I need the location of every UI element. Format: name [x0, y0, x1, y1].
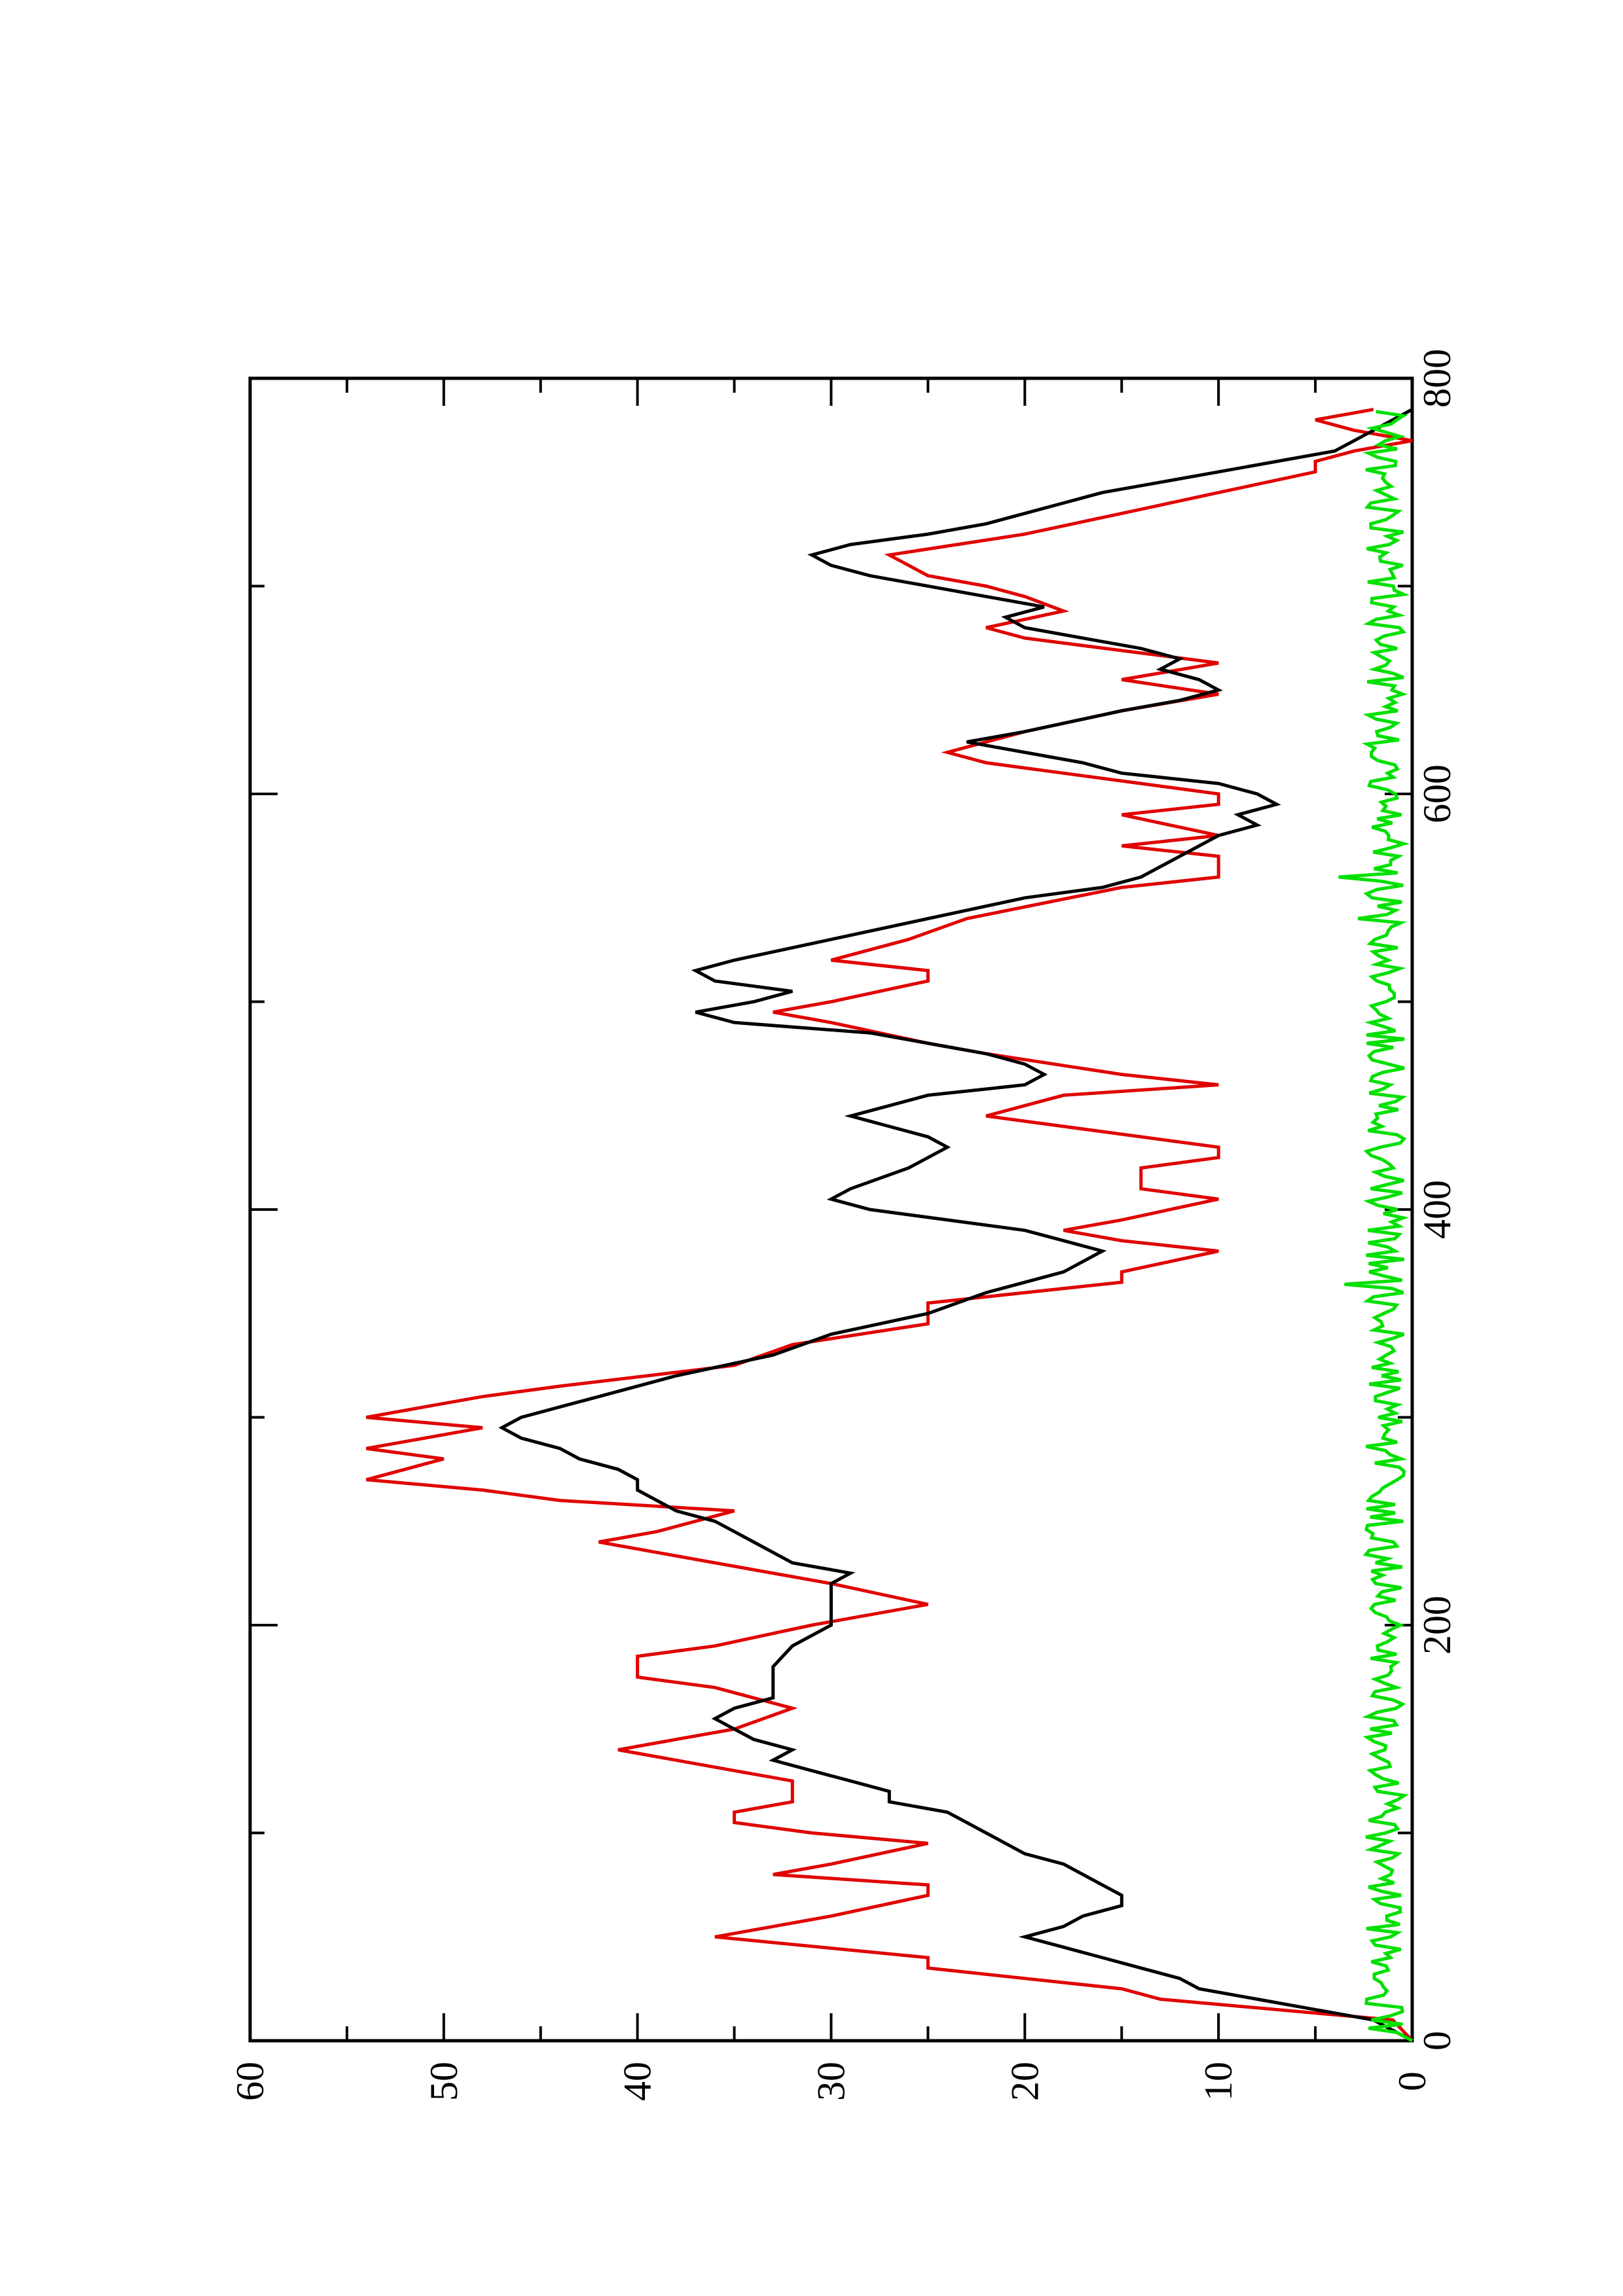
plot-frame-group	[248, 376, 1414, 2043]
tick-labels: 0 200 400 600 800 0 10 20 30 40 50 60	[228, 349, 1459, 2101]
y-tick-label: 0	[1391, 2072, 1434, 2091]
ticks	[249, 377, 1413, 2042]
plot-frame	[248, 376, 1414, 2043]
y-tick-label: 20	[1003, 2062, 1046, 2101]
x-tick-label: 600	[1415, 764, 1459, 823]
x-tick-label: 0	[1415, 2031, 1459, 2051]
x-tick-label: 800	[1415, 349, 1459, 408]
series-line-1	[365, 408, 1413, 2042]
y-tick-label: 10	[1197, 2062, 1240, 2101]
series-line-3	[1338, 410, 1413, 2043]
x-tick-label: 200	[1415, 1596, 1459, 1655]
y-tick-label: 40	[616, 2062, 659, 2101]
y-tick-label: 50	[422, 2062, 465, 2101]
series-layer	[365, 408, 1413, 2043]
x-tick-label: 400	[1415, 1180, 1459, 1239]
y-tick-label: 30	[810, 2062, 853, 2101]
y-tick-label: 60	[228, 2062, 272, 2101]
series-line-2	[498, 408, 1413, 2043]
